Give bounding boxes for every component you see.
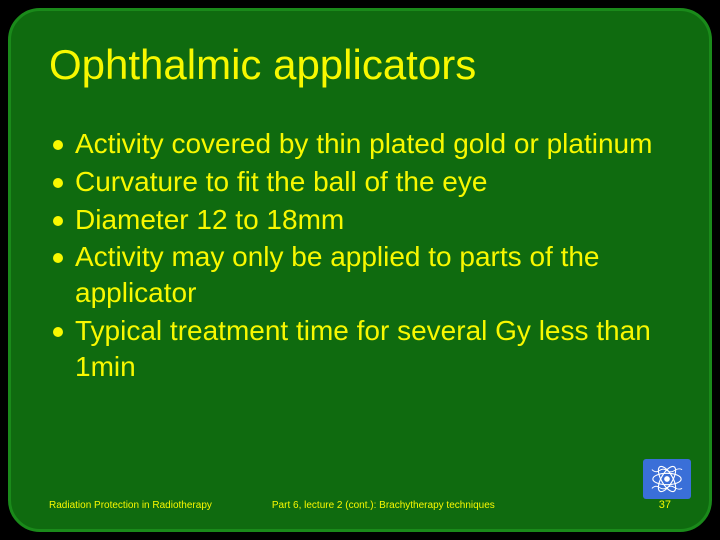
bullet-text: Curvature to fit the ball of the eye — [75, 164, 671, 200]
list-item: Typical treatment time for several Gy le… — [49, 313, 671, 385]
bullet-icon — [53, 178, 63, 188]
bullet-text: Activity may only be applied to parts of… — [75, 239, 671, 311]
list-item: Curvature to fit the ball of the eye — [49, 164, 671, 200]
bullet-text: Typical treatment time for several Gy le… — [75, 313, 671, 385]
list-item: Activity may only be applied to parts of… — [49, 239, 671, 311]
bullet-text: Activity covered by thin plated gold or … — [75, 126, 671, 162]
bullet-icon — [53, 216, 63, 226]
bullet-icon — [53, 140, 63, 150]
slide-frame: Ophthalmic applicators Activity covered … — [8, 8, 712, 532]
slide-number: 37 — [659, 499, 671, 511]
slide-footer: Radiation Protection in Radiotherapy Par… — [49, 499, 671, 511]
bullet-text: Diameter 12 to 18mm — [75, 202, 671, 238]
bullet-list: Activity covered by thin plated gold or … — [49, 126, 671, 387]
list-item: Activity covered by thin plated gold or … — [49, 126, 671, 162]
bullet-icon — [53, 253, 63, 263]
footer-left-text: Radiation Protection in Radiotherapy — [49, 500, 212, 511]
footer-center-text: Part 6, lecture 2 (cont.): Brachytherapy… — [212, 500, 659, 511]
slide-title: Ophthalmic applicators — [49, 41, 476, 89]
iaea-logo-icon — [643, 459, 691, 499]
bullet-icon — [53, 327, 63, 337]
list-item: Diameter 12 to 18mm — [49, 202, 671, 238]
